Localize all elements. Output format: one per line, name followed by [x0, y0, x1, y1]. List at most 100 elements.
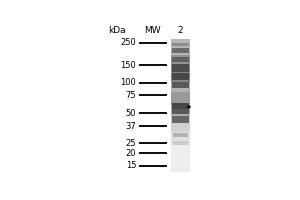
Bar [171, 94, 190, 95]
Bar [171, 77, 190, 78]
Bar [171, 169, 190, 170]
Bar [171, 170, 190, 171]
Bar [171, 132, 190, 133]
Bar [171, 144, 190, 145]
Bar [171, 65, 190, 66]
Bar [171, 107, 190, 108]
Bar [171, 46, 190, 47]
Bar [171, 98, 190, 99]
Bar [139, 125, 166, 127]
Bar [171, 125, 190, 126]
Bar [171, 64, 190, 65]
Bar [171, 88, 190, 89]
Bar [171, 85, 190, 86]
Bar [139, 64, 166, 66]
Bar [171, 158, 190, 159]
Bar [171, 170, 190, 171]
Bar [171, 99, 190, 100]
Bar [171, 117, 190, 118]
Bar [171, 138, 190, 139]
Bar [171, 96, 190, 97]
Bar [171, 140, 190, 141]
Bar [171, 106, 190, 107]
Bar [171, 47, 190, 48]
Bar [171, 156, 190, 157]
Bar [171, 72, 190, 73]
Text: kDa: kDa [108, 26, 125, 35]
Bar [171, 162, 190, 163]
Bar [171, 147, 190, 148]
Bar [171, 64, 190, 65]
Bar [171, 73, 190, 74]
Bar [171, 47, 190, 48]
Bar [171, 143, 190, 144]
Bar [171, 121, 190, 122]
Bar [171, 157, 190, 158]
Bar [171, 66, 190, 67]
Bar [171, 77, 190, 78]
Bar [171, 48, 190, 49]
Bar [173, 141, 188, 145]
Text: MW: MW [144, 26, 161, 35]
Bar [171, 69, 190, 70]
Bar [171, 139, 190, 140]
Bar [171, 145, 190, 146]
Bar [139, 152, 166, 154]
Bar [171, 92, 190, 93]
Bar [171, 152, 190, 153]
Bar [171, 62, 190, 63]
Bar [171, 63, 190, 64]
Bar [139, 94, 166, 96]
Bar [172, 57, 189, 62]
Bar [171, 120, 190, 121]
Bar [171, 109, 190, 110]
Bar [171, 83, 190, 84]
Bar [171, 82, 190, 83]
Bar [171, 98, 190, 99]
Bar [171, 90, 190, 91]
Bar [171, 41, 190, 42]
Bar [172, 109, 189, 114]
Bar [171, 52, 190, 53]
Text: 37: 37 [126, 122, 136, 131]
Bar [171, 155, 190, 156]
Bar [171, 121, 190, 122]
Bar [139, 42, 166, 44]
Bar [171, 49, 190, 50]
Bar [171, 124, 190, 125]
Bar [171, 156, 190, 157]
Bar [171, 40, 190, 41]
Bar [171, 84, 190, 85]
Bar [171, 78, 190, 79]
Bar [139, 82, 166, 84]
Bar [172, 43, 189, 46]
Bar [171, 99, 190, 100]
Bar [171, 162, 190, 163]
Bar [171, 150, 190, 151]
Bar [172, 73, 189, 80]
Bar [171, 133, 190, 134]
Bar [171, 145, 190, 146]
Bar [171, 130, 190, 131]
Bar [171, 71, 190, 72]
Bar [171, 122, 190, 123]
Bar [171, 76, 190, 77]
Bar [171, 160, 190, 161]
Bar [171, 113, 190, 114]
Bar [171, 129, 190, 130]
Bar [139, 165, 166, 167]
Bar [171, 49, 190, 50]
Bar [171, 107, 190, 108]
Bar [171, 119, 190, 120]
Bar [171, 94, 190, 95]
Bar [171, 168, 190, 169]
Bar [171, 60, 190, 61]
Bar [171, 115, 190, 116]
Bar [171, 81, 190, 82]
Bar [171, 149, 190, 150]
Bar [171, 163, 190, 164]
Bar [171, 166, 190, 167]
Bar [171, 88, 190, 89]
Bar [171, 142, 190, 143]
Bar [171, 54, 190, 55]
